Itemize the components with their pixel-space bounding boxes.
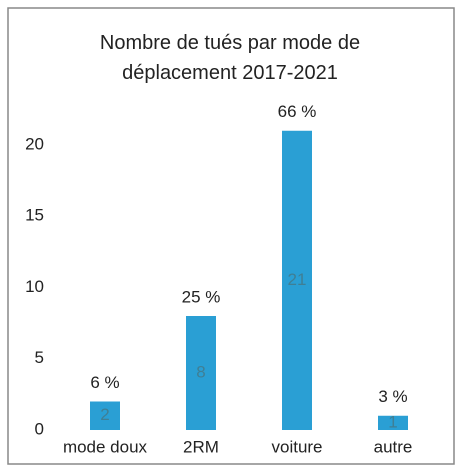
value-label: 2 xyxy=(100,405,109,424)
bar xyxy=(186,316,216,430)
x-tick-label: 2RM xyxy=(183,437,219,456)
value-label: 8 xyxy=(196,362,205,381)
y-tick-label: 20 xyxy=(25,134,44,153)
percent-label: 66 % xyxy=(278,102,317,121)
y-tick-label: 15 xyxy=(25,206,44,225)
value-label: 21 xyxy=(288,270,307,289)
y-tick-label: 10 xyxy=(25,277,44,296)
bar xyxy=(282,130,312,430)
x-tick-label: voiture xyxy=(271,437,322,456)
percent-label: 3 % xyxy=(378,387,407,406)
y-tick-label: 0 xyxy=(35,419,44,438)
x-tick-label: autre xyxy=(374,437,413,456)
chart-border xyxy=(7,7,455,465)
percent-label: 6 % xyxy=(90,373,119,392)
value-label: 1 xyxy=(388,412,397,431)
percent-label: 25 % xyxy=(182,287,221,306)
y-tick-label: 5 xyxy=(35,348,44,367)
x-tick-label: mode doux xyxy=(63,437,148,456)
bar xyxy=(90,401,120,430)
chart-title: Nombre de tués par mode de déplacement 2… xyxy=(99,32,361,84)
bar xyxy=(378,415,408,430)
